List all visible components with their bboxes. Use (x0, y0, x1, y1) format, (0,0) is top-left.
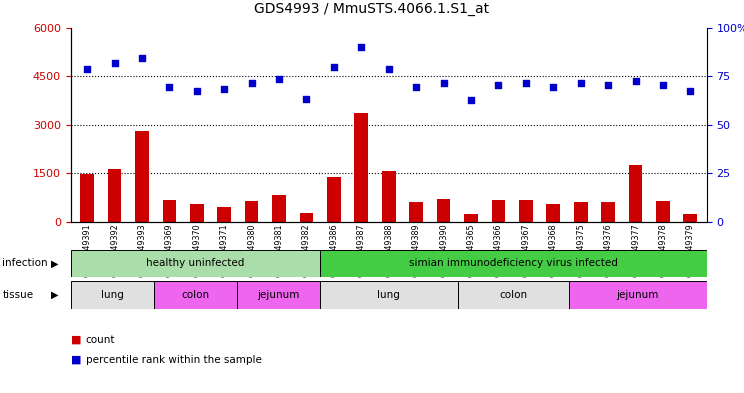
Bar (458, 281, 568, 309)
Point (218, 86, 230, 92)
Bar (409, 202, 423, 222)
Point (437, 80, 449, 86)
Text: ■: ■ (71, 354, 81, 365)
Bar (519, 200, 533, 222)
Bar (574, 202, 588, 222)
Bar (154, 281, 237, 309)
Text: ▶: ▶ (51, 258, 58, 268)
Point (465, 97, 477, 104)
Text: percentile rank within the sample: percentile rank within the sample (86, 354, 261, 365)
Point (328, 64, 340, 70)
Text: colon: colon (181, 290, 209, 300)
Text: tissue: tissue (2, 290, 33, 300)
Point (493, 82, 504, 88)
Text: ■: ■ (71, 335, 81, 345)
Bar (492, 200, 505, 222)
Bar (684, 214, 697, 222)
Point (657, 82, 669, 88)
Text: colon: colon (499, 290, 527, 300)
Bar (320, 250, 707, 277)
Point (548, 84, 559, 90)
Point (356, 44, 368, 50)
Text: ▶: ▶ (51, 290, 58, 300)
Bar (272, 195, 286, 222)
Bar (629, 165, 642, 222)
Point (273, 76, 285, 82)
Bar (382, 171, 396, 222)
Bar (568, 281, 707, 309)
Bar (601, 202, 615, 222)
Text: lung: lung (377, 290, 400, 300)
Point (136, 55, 148, 61)
Point (191, 88, 203, 94)
Point (574, 80, 586, 86)
Text: simian immunodeficiency virus infected: simian immunodeficiency virus infected (408, 258, 618, 268)
Bar (656, 201, 670, 222)
Point (410, 84, 422, 90)
Bar (162, 200, 176, 222)
Bar (320, 281, 458, 309)
Text: GDS4993 / MmuSTS.4066.1.S1_at: GDS4993 / MmuSTS.4066.1.S1_at (254, 2, 490, 16)
Bar (464, 214, 478, 222)
Point (109, 61, 121, 67)
Point (81, 66, 93, 72)
Point (382, 66, 394, 72)
Bar (217, 207, 231, 222)
Point (164, 84, 176, 90)
Text: count: count (86, 335, 115, 345)
Bar (437, 199, 450, 222)
Point (246, 80, 257, 86)
Text: infection: infection (2, 258, 48, 268)
Bar (237, 281, 320, 309)
Bar (300, 213, 313, 222)
Point (684, 88, 696, 94)
Bar (245, 201, 258, 222)
Bar (80, 174, 94, 222)
Bar (190, 204, 204, 222)
Bar (71, 281, 154, 309)
Bar (354, 114, 368, 222)
Bar (327, 177, 341, 222)
Point (629, 78, 641, 84)
Bar (71, 250, 320, 277)
Bar (135, 130, 149, 222)
Text: healthy uninfected: healthy uninfected (146, 258, 244, 268)
Text: jejunum: jejunum (257, 290, 299, 300)
Point (602, 82, 614, 88)
Text: jejunum: jejunum (617, 290, 659, 300)
Point (301, 95, 312, 102)
Bar (546, 204, 560, 222)
Text: lung: lung (100, 290, 124, 300)
Bar (108, 169, 121, 222)
Point (520, 80, 532, 86)
